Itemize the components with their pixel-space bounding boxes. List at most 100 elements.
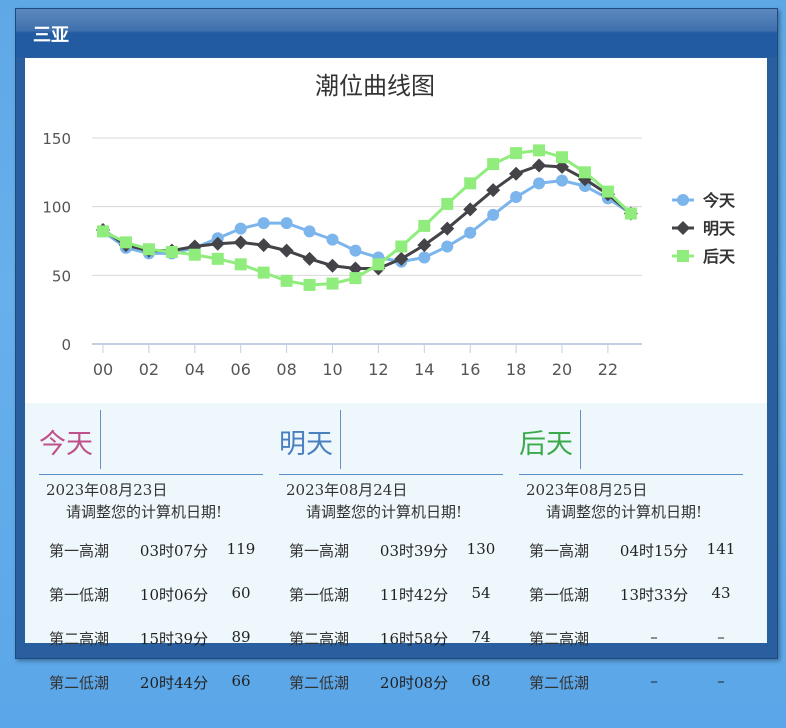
y-tick-label: 150 <box>42 130 71 148</box>
tide-chart-svg: 潮位曲线图 0 50 100 150 00 02 04 06 08 10 12 14 16 18 20 22 今… <box>42 72 736 379</box>
tide-time: 13时33分 <box>619 586 689 604</box>
day-name: 后天 <box>519 429 573 460</box>
x-tick-label: 08 <box>276 360 296 379</box>
divider <box>279 474 503 475</box>
tide-row: 第二低潮 20时08分 68 <box>279 672 505 692</box>
data-point <box>532 158 547 173</box>
data-point <box>487 158 500 171</box>
tide-label: 第一低潮 <box>529 586 590 604</box>
tide-time: 03时07分 <box>139 542 209 560</box>
data-point <box>372 258 385 271</box>
x-tick-label: 16 <box>460 360 480 379</box>
x-tick-label: 10 <box>322 360 342 379</box>
day-columns: 今天 2023年08月23日 请调整您的计算机日期! 第一高潮 03时07分 1… <box>39 402 759 728</box>
data-point <box>533 144 546 157</box>
chart-title: 潮位曲线图 <box>315 72 435 100</box>
data-point <box>556 174 568 187</box>
tide-row: 第二高潮 – – <box>519 628 745 648</box>
tide-value: 68 <box>471 672 491 690</box>
tide-time: 03时39分 <box>379 542 449 560</box>
tide-time: 04时15分 <box>619 542 689 560</box>
tide-row: 第二高潮 15时39分 89 <box>39 628 265 648</box>
x-tick-label: 22 <box>598 360 618 379</box>
date-warning: 请调整您的计算机日期! <box>306 503 463 521</box>
data-point <box>302 251 317 266</box>
data-point <box>326 277 339 290</box>
divider <box>340 410 341 469</box>
tide-time: 16时58分 <box>379 630 449 648</box>
divider <box>39 474 263 475</box>
data-point <box>624 207 637 220</box>
x-tick-label: 04 <box>185 360 205 379</box>
tide-value: 60 <box>231 584 251 602</box>
x-tick-label: 14 <box>414 360 434 379</box>
data-point <box>418 219 431 232</box>
data-point <box>234 258 247 271</box>
divider <box>100 410 101 469</box>
data-point <box>510 191 523 204</box>
data-point <box>211 252 224 265</box>
data-point <box>188 248 201 261</box>
data-point <box>601 185 614 198</box>
legend-item[interactable]: 今天 <box>672 191 736 210</box>
data-point <box>510 147 523 160</box>
data-point <box>394 251 409 266</box>
data-point <box>97 225 109 238</box>
y-tick-label: 0 <box>61 336 71 354</box>
tide-label: 第一高潮 <box>529 542 590 560</box>
tide-row: 第一高潮 03时07分 119 <box>39 540 265 560</box>
tide-time: – <box>650 628 658 646</box>
tide-value: 130 <box>466 540 496 558</box>
tide-label: 第一高潮 <box>289 542 350 560</box>
data-point <box>486 183 501 198</box>
x-tick-label: 20 <box>552 360 572 379</box>
legend-label: 明天 <box>703 219 736 238</box>
legend-label: 今天 <box>702 191 736 210</box>
tide-label: 第二高潮 <box>289 630 350 648</box>
tide-row: 第一低潮 13时33分 43 <box>519 584 745 604</box>
legend-item[interactable]: 明天 <box>672 219 736 238</box>
data-point <box>233 235 248 250</box>
data-point <box>441 197 454 210</box>
tide-value: 66 <box>231 672 251 690</box>
data-point <box>578 166 591 179</box>
y-tick-label: 50 <box>52 267 71 285</box>
series-2 <box>97 144 637 291</box>
data-point <box>349 244 362 257</box>
tide-row: 第二低潮 – – <box>519 672 745 692</box>
divider <box>519 474 743 475</box>
data-point <box>463 202 478 217</box>
x-tick-label: 12 <box>368 360 388 379</box>
data-point <box>165 245 178 258</box>
data-point <box>119 236 132 249</box>
data-point <box>418 251 431 264</box>
y-tick-label: 100 <box>42 199 71 217</box>
tide-row: 第一低潮 11时42分 54 <box>279 584 505 604</box>
tide-time: 15时39分 <box>139 630 209 648</box>
x-tick-label: 18 <box>506 360 526 379</box>
data-point <box>487 208 500 221</box>
location-title: 三亚 <box>33 25 69 46</box>
data-point <box>210 236 225 251</box>
data-point <box>234 222 247 235</box>
tide-chart: 潮位曲线图 0 50 100 150 00 02 04 06 08 10 12 14 16 18 20 22 今… <box>25 58 767 403</box>
tide-value: – <box>717 672 725 690</box>
data-point <box>303 225 316 238</box>
data-point <box>348 261 363 276</box>
tide-value: 54 <box>471 584 491 602</box>
legend-item[interactable]: 后天 <box>672 247 736 266</box>
data-point <box>555 159 569 174</box>
tide-time: 11时42分 <box>379 586 449 604</box>
title-bar: 三亚 <box>16 9 777 57</box>
data-point <box>533 177 546 190</box>
data-point <box>417 238 432 253</box>
tide-label: 第二高潮 <box>49 630 110 648</box>
day-name: 明天 <box>279 429 333 460</box>
x-tick-label: 00 <box>93 360 113 379</box>
tide-label: 第一高潮 <box>49 542 110 560</box>
data-point <box>440 221 455 236</box>
data-point <box>142 243 155 256</box>
data-point <box>280 217 293 230</box>
tide-time: 10时06分 <box>139 586 209 604</box>
date-label: 2023年08月25日 <box>526 481 648 499</box>
